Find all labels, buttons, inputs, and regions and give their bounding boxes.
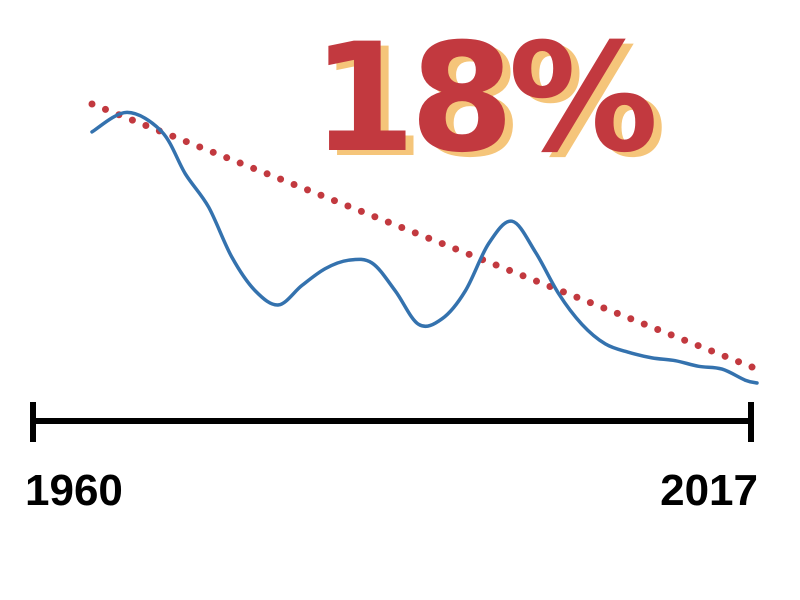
x-axis-end-label: 2017 [660,466,758,515]
headline-group: 18% 18% [311,12,668,191]
x-axis-start-label: 1960 [25,466,123,515]
x-axis: 1960 2017 [25,402,758,515]
plot-area [88,100,761,385]
series-line-actual [90,110,759,385]
series-line-trend [88,100,761,373]
headline-shadow: 18% [319,17,662,191]
headline-value: 18% [311,12,654,186]
